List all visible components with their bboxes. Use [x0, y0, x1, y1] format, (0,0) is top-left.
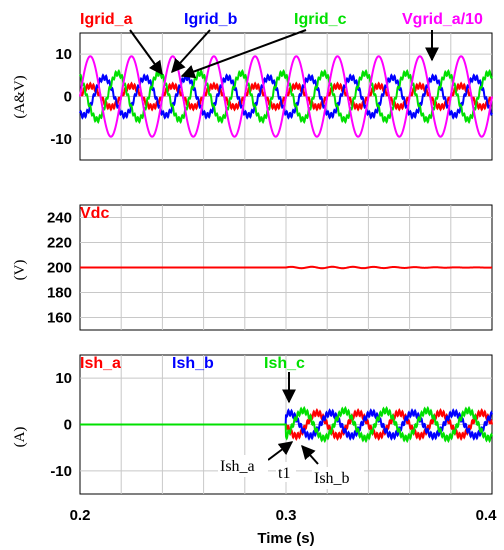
annotation-box-ish-b	[312, 467, 364, 489]
annotation-box-t1	[276, 462, 296, 482]
y-tick-label: -10	[50, 463, 72, 480]
x-axis-label: Time (s)	[257, 530, 314, 547]
ylabel-grid-current: (A&V)	[12, 75, 28, 118]
annotation-t1: t1	[278, 465, 290, 482]
y-tick-label: 0	[64, 89, 72, 106]
label-ish-a: Ish_a	[80, 355, 121, 372]
y-tick-label: 10	[55, 370, 72, 387]
y-tick-label: 180	[47, 285, 72, 302]
x-tick-1: 0.3	[276, 507, 297, 524]
annotation-ish-b: Ish_b	[314, 470, 350, 487]
label-ish-b: Ish_b	[172, 355, 214, 372]
panel-shunt-current: 10 0 -10 Ish_a Ish_b Ish_c (A) Ish_a t1 Is…	[12, 354, 493, 495]
series-ish-c	[80, 405, 493, 444]
panel-vdc: 240 220 200 180 160 Vdc (V)	[12, 204, 493, 331]
ylabel-vdc: (V)	[12, 260, 28, 281]
arrow-igrid-c	[180, 29, 307, 79]
y-tick-label: 10	[55, 46, 72, 63]
arrow-ish-b	[301, 444, 319, 465]
annotation-box-ish-a	[218, 455, 268, 477]
label-igrid-b: Igrid_b	[184, 11, 238, 28]
y-tick-label: -10	[50, 131, 72, 148]
x-tick-0: 0.2	[70, 507, 91, 524]
plot-area-vdc: 240 220 200 180 160	[47, 204, 493, 331]
ylabel-shunt-current: (A)	[12, 427, 28, 448]
y-tick-label: 160	[47, 310, 72, 327]
label-igrid-a: Igrid_a	[80, 11, 133, 28]
series-igrid-b	[79, 73, 493, 120]
label-vgrid-a: Vgrid_a/10	[402, 11, 483, 28]
arrow-ish-a	[267, 441, 294, 461]
arrow-igrid-a	[129, 29, 163, 76]
x-tick-2: 0.4	[476, 507, 498, 524]
y-tick-label: 0	[64, 417, 72, 434]
label-vdc: Vdc	[80, 205, 109, 222]
panel-grid-current: 10 0 -10 Igrid_a Igrid_b Igrid_c Vgrid_a/1…	[12, 11, 493, 161]
series-vdc	[80, 265, 493, 270]
plot-area-grid-current: 10 0 -10	[50, 32, 493, 161]
label-ish-c: Ish_c	[264, 355, 305, 372]
plot-area-shunt-current: 10 0 -10	[50, 354, 493, 495]
y-tick-label: 200	[47, 260, 72, 277]
y-tick-label: 240	[47, 210, 72, 227]
arrow-igrid-b	[171, 29, 211, 74]
series-vgrid-a-10	[79, 55, 493, 138]
y-tick-label: 220	[47, 235, 72, 252]
label-igrid-c: Igrid_c	[294, 11, 347, 28]
annotation-ish-a: Ish_a	[220, 458, 255, 475]
series-igrid-c	[79, 69, 493, 124]
